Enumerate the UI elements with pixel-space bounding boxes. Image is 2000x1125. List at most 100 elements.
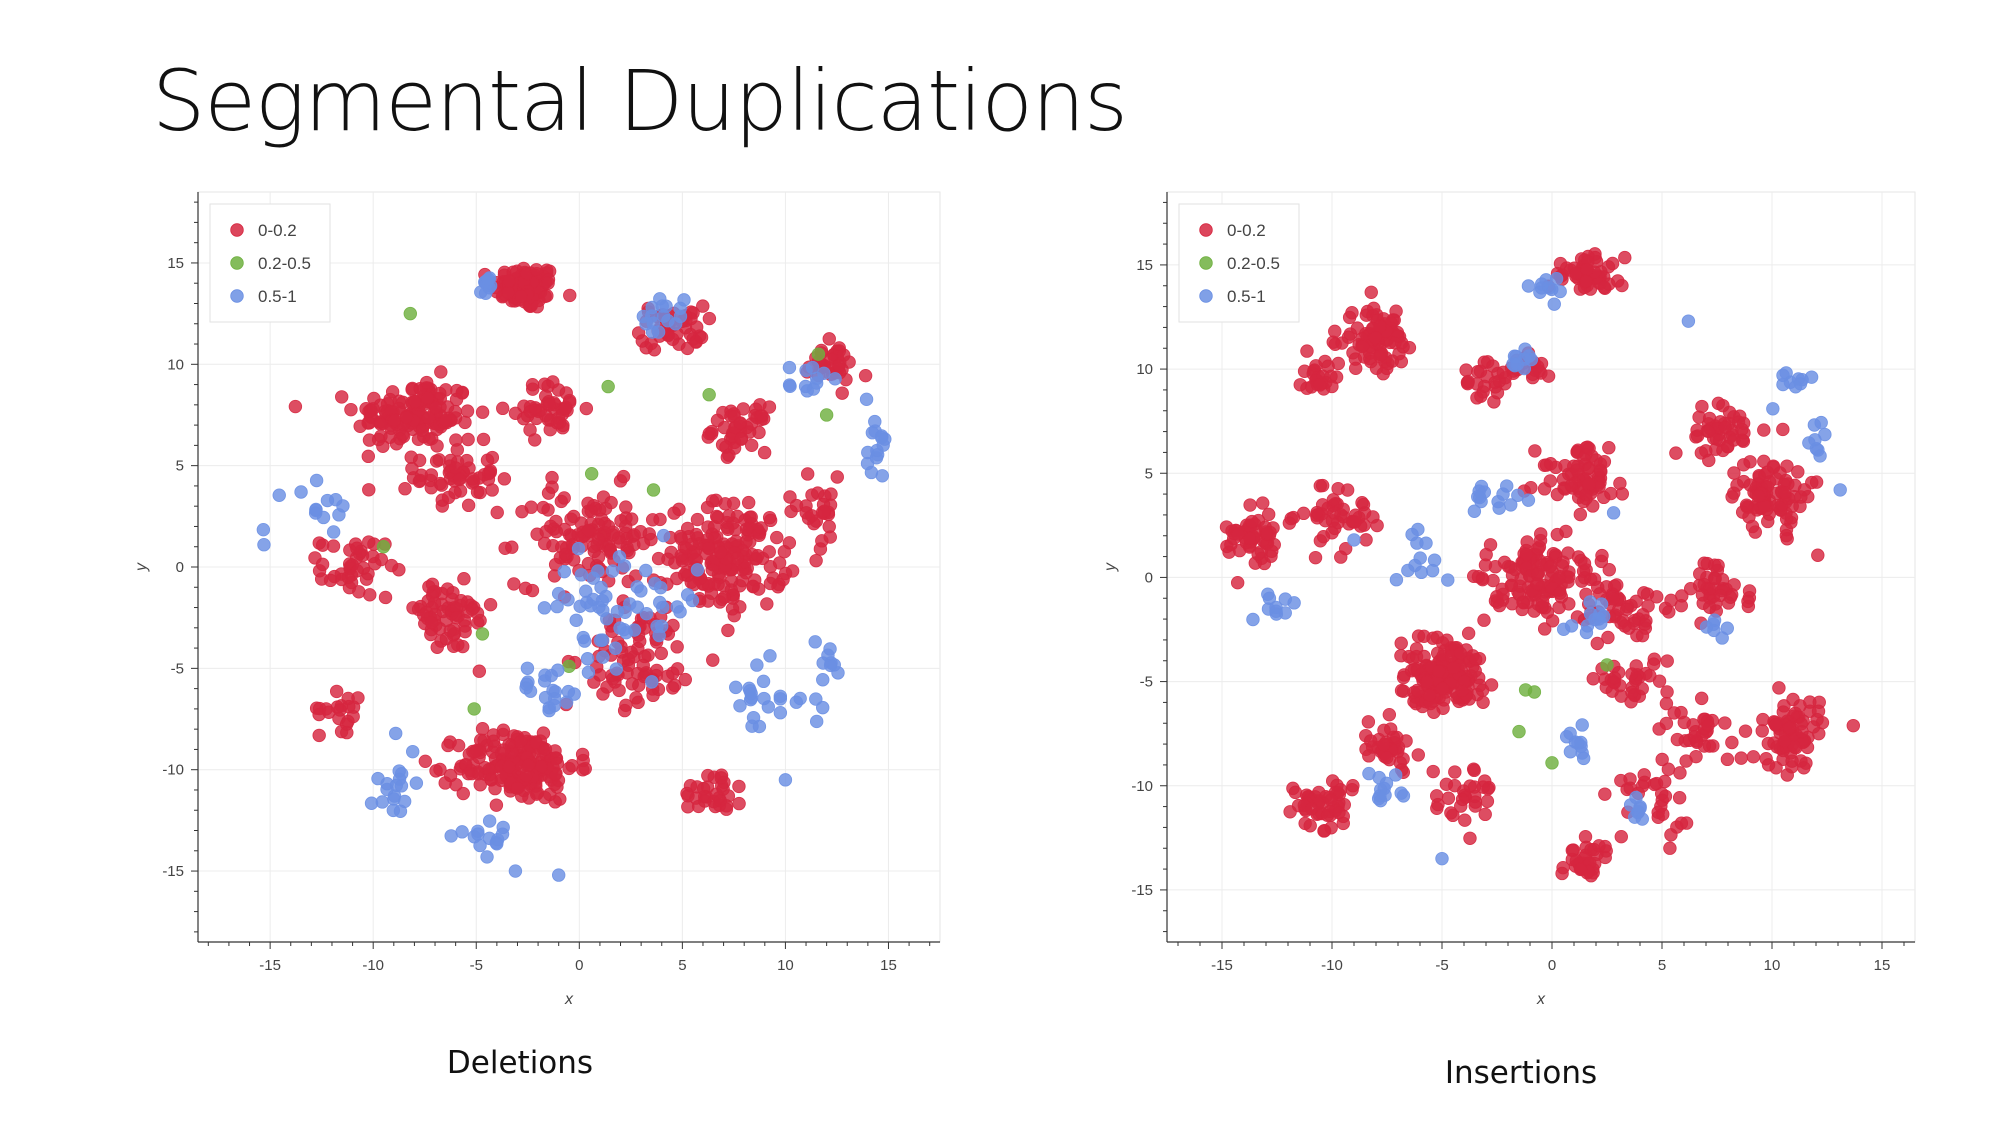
deletions-point [639,564,652,577]
insertions-point [1513,725,1526,738]
insertions-point [1529,445,1542,458]
insertions-point [1332,482,1345,495]
insertions-point [1785,511,1798,524]
insertions-point [1847,719,1860,732]
deletions-point [580,402,593,415]
insertions-point [1815,416,1828,429]
insertions-point [1297,507,1310,520]
insertions-point [1611,275,1624,288]
deletions-point [257,523,270,536]
insertions-y-tick-label: 15 [1136,257,1153,274]
insertions-point [1332,357,1345,370]
deletions-point [810,372,823,385]
insertions-point [1638,769,1651,782]
insertions-point [1328,325,1341,338]
insertions-y-tick-label: -10 [1131,778,1153,795]
insertions-point [1723,406,1736,419]
insertions-point [1798,761,1811,774]
insertions-point [1520,548,1533,561]
insertions-point [1619,620,1632,633]
deletions-point [345,403,358,416]
deletions-point [703,388,716,401]
insertions-point [1519,343,1532,356]
deletions-point [521,662,534,675]
insertions-point [1607,592,1620,605]
insertions-point [1579,830,1592,843]
insertions-point [1584,596,1597,609]
deletions-point [600,612,613,625]
insertions-point [1262,508,1275,521]
deletions-x-tick-label: 0 [575,957,583,974]
insertions-point [1756,725,1769,738]
deletions-point [537,501,550,514]
insertions-point [1363,767,1376,780]
insertions-y-tick-label: 0 [1145,569,1153,586]
deletions-point [816,701,829,714]
deletions-point [727,497,740,510]
deletions-point [633,635,646,648]
insertions-point [1554,587,1567,600]
deletions-point [859,369,872,382]
insertions-point [1665,829,1678,842]
insertions-point [1744,479,1757,492]
deletions-point [876,469,889,482]
deletions-point [762,701,775,714]
insertions-point [1481,795,1494,808]
insertions-point [1220,521,1233,534]
insertions-point [1719,717,1732,730]
insertions-point [1454,647,1467,660]
insertions-point [1583,442,1596,455]
insertions-point [1305,802,1318,815]
insertions-point [1688,731,1701,744]
insertions-point [1807,721,1820,734]
insertions-point [1374,320,1387,333]
deletions-point [740,523,753,536]
insertions-point [1356,340,1369,353]
insertions-point [1288,597,1301,610]
deletions-point [654,293,667,306]
insertions-caption: Insertions [1445,1055,1597,1091]
deletions-point [449,462,462,475]
deletions-x-tick-label: -5 [470,957,483,974]
insertions-point [1614,477,1627,490]
deletions-point [505,541,518,554]
insertions-point [1653,723,1666,736]
insertions-point [1325,794,1338,807]
insertions-point [1412,749,1425,762]
insertions-point [1270,601,1283,614]
insertions-point [1557,623,1570,636]
deletions-point [577,631,590,644]
deletions-point [551,664,564,677]
deletions-point [665,546,678,559]
deletions-point [702,431,715,444]
deletions-point [444,769,457,782]
deletions-point [496,402,509,415]
deletions-point [809,636,822,649]
deletions-point [559,548,572,561]
insertions-point [1479,808,1492,821]
insertions-point [1661,655,1674,668]
insertions-point [1447,662,1460,675]
insertions-point [1762,759,1775,772]
deletions-point [435,366,448,379]
insertions-point [1493,599,1506,612]
deletions-point [452,739,465,752]
insertions-point [1316,479,1329,492]
deletions-point [716,593,729,606]
insertions-point [1590,454,1603,467]
insertions-point [1695,447,1708,460]
insertions-point [1410,650,1423,663]
deletions-point [310,474,323,487]
deletions-point [581,652,594,665]
deletions-point [535,760,548,773]
insertions-point [1310,359,1323,372]
insertions-point [1605,487,1618,500]
deletions-point [620,699,633,712]
insertions-point [1655,787,1668,800]
deletions-point [421,392,434,405]
insertions-point [1581,263,1594,276]
insertions-point [1709,572,1722,585]
deletions-point [703,312,716,325]
insertions-point [1431,631,1444,644]
insertions-point [1284,805,1297,818]
